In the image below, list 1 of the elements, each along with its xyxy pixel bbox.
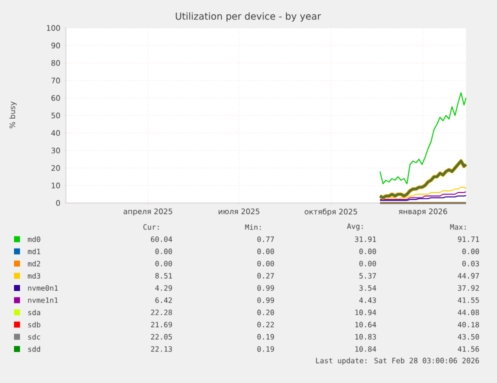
- chart-title: Utilization per device - by year: [176, 12, 321, 22]
